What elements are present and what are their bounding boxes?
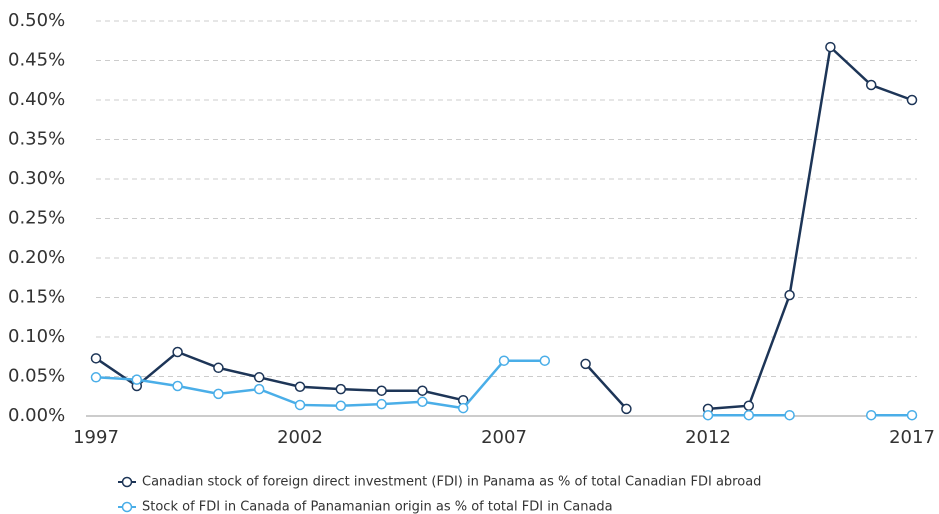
point	[253, 383, 265, 395]
point	[498, 355, 510, 366]
point	[539, 355, 551, 366]
point	[90, 372, 102, 383]
point	[825, 41, 836, 53]
x-tick-label: 2002	[277, 427, 323, 448]
x-tick-label: 2012	[685, 427, 731, 448]
point	[865, 79, 877, 91]
point	[417, 396, 428, 408]
x-tick-label: 1997	[73, 427, 119, 448]
point	[376, 385, 387, 396]
point	[213, 388, 224, 400]
y-tick-label: 0.15%	[8, 287, 65, 308]
point	[417, 385, 428, 396]
point	[376, 398, 387, 410]
x-tick-label: 2007	[481, 427, 527, 448]
legend-marker	[121, 501, 133, 513]
point	[131, 374, 143, 385]
y-tick-label: 0.30%	[8, 168, 65, 189]
point	[743, 400, 755, 411]
point	[294, 399, 306, 411]
legend-label: Stock of FDI in Canada of Panamanian ori…	[142, 500, 613, 514]
point	[743, 409, 755, 421]
point	[702, 409, 714, 421]
y-tick-label: 0.00%	[8, 405, 65, 426]
point	[621, 403, 632, 415]
y-tick-label: 0.25%	[8, 208, 65, 229]
point	[580, 358, 591, 370]
y-tick-label: 0.40%	[8, 89, 65, 110]
point	[253, 372, 265, 383]
y-tick-label: 0.05%	[8, 366, 65, 387]
point	[172, 380, 183, 392]
point	[457, 402, 469, 414]
y-tick-label: 0.50%	[8, 10, 65, 31]
y-tick-label: 0.35%	[8, 129, 65, 150]
point	[335, 400, 347, 411]
point	[784, 289, 795, 301]
y-tick-label: 0.45%	[8, 50, 65, 71]
x-tick-label: 2017	[889, 427, 935, 448]
point	[906, 409, 918, 421]
point	[784, 409, 795, 421]
point	[335, 383, 347, 395]
y-tick-label: 0.10%	[8, 326, 65, 347]
y-tick-label: 0.20%	[8, 247, 65, 268]
legend-marker	[121, 476, 133, 488]
legend-label: Canadian stock of foreign direct investm…	[142, 475, 761, 490]
point	[213, 362, 224, 374]
point	[294, 381, 306, 393]
point	[865, 409, 877, 421]
point	[906, 94, 918, 106]
point	[90, 353, 102, 364]
series-line	[95, 44, 913, 411]
point	[172, 346, 183, 358]
